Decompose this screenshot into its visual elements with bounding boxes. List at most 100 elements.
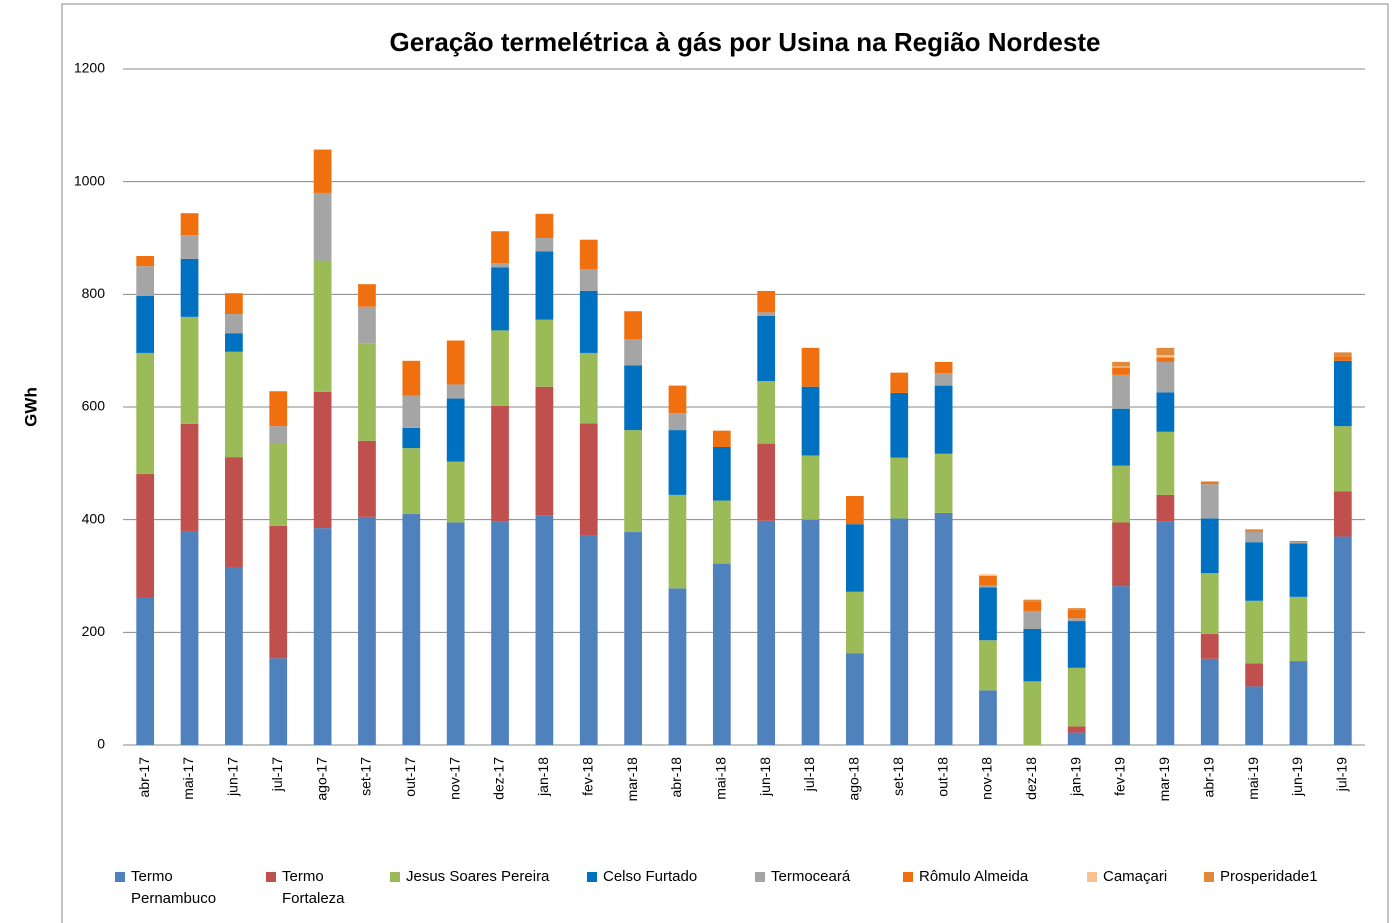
- bar-segment: [1200, 518, 1219, 574]
- bar-segment: [1112, 408, 1130, 466]
- x-tick-label: abr-18: [668, 757, 684, 798]
- x-tick-label: jul-18: [801, 757, 817, 792]
- bar-segment: [1333, 356, 1352, 361]
- y-tick-label: 0: [97, 736, 105, 752]
- bar-segment: [358, 306, 376, 344]
- bar-segment: [1156, 357, 1175, 362]
- x-tick-label: mai-19: [1245, 757, 1261, 800]
- legend-swatch: [755, 872, 765, 882]
- legend-item: Prosperidade1: [1204, 866, 1364, 888]
- bar-segment: [624, 430, 642, 533]
- bar-segment: [1023, 599, 1042, 602]
- chart-title: Geração termelétrica à gás por Usina na …: [390, 27, 1101, 57]
- legend-swatch: [587, 872, 597, 882]
- bar-segment: [979, 574, 997, 576]
- x-tick-label: set-17: [358, 757, 374, 796]
- x-tick-label: ago-18: [846, 757, 862, 801]
- bar-segment: [535, 386, 554, 516]
- bar-segment: [269, 443, 288, 526]
- bar-segment: [579, 535, 598, 745]
- bar-segment: [1200, 484, 1219, 519]
- legend-item: Termoceará: [755, 866, 895, 888]
- bar-segment: [1245, 531, 1263, 543]
- bar-segment: [757, 312, 776, 316]
- bar-segment: [934, 453, 953, 513]
- bar-segment: [934, 385, 953, 454]
- bar-segment: [934, 361, 953, 374]
- bar-segment: [934, 512, 953, 745]
- x-tick-label: mai-18: [713, 757, 729, 800]
- x-tick-label: set-18: [890, 757, 906, 796]
- bar-segment: [668, 588, 687, 745]
- bar-segment: [180, 235, 199, 259]
- bar-segment: [846, 653, 864, 745]
- bar-segment: [180, 530, 199, 745]
- bar-segment: [446, 340, 465, 385]
- bar-segment: [579, 290, 598, 353]
- bar-segment: [668, 494, 687, 589]
- bar-segment: [313, 260, 332, 392]
- bar-segment: [1289, 596, 1308, 662]
- bar-segment: [1200, 634, 1219, 659]
- bar-segment: [136, 266, 155, 297]
- y-tick-label: 400: [82, 510, 106, 526]
- bar-segment: [269, 525, 288, 659]
- bar-segment: [579, 352, 598, 424]
- bar-segment: [269, 658, 288, 745]
- bar-segment: [136, 352, 155, 475]
- bar-segment: [801, 455, 820, 520]
- bar-segment: [1333, 536, 1352, 745]
- bar-segment: [1156, 494, 1175, 522]
- bar-segment: [491, 267, 509, 331]
- bar-segment: [269, 426, 288, 444]
- x-tick-label: mar-18: [624, 757, 640, 802]
- bar-segment: [1245, 530, 1263, 532]
- x-tick-label: nov-17: [446, 757, 462, 800]
- bar-segment: [535, 238, 554, 252]
- bar-segment: [491, 231, 509, 264]
- x-tick-label: nov-18: [979, 757, 995, 800]
- bar-segment: [491, 330, 509, 406]
- x-tick-label: jan-18: [535, 757, 551, 797]
- bar-segment: [180, 258, 199, 317]
- bar-segment: [180, 423, 199, 531]
- x-tick-label: out-18: [934, 757, 950, 797]
- bar-segment: [890, 457, 909, 519]
- bar-segment: [313, 528, 332, 745]
- bar-segment: [136, 296, 155, 353]
- bar-segment: [890, 392, 909, 458]
- bar-segment: [668, 413, 687, 431]
- legend-swatch: [266, 872, 276, 882]
- bar-segment: [846, 496, 864, 525]
- x-tick-label: jun-19: [1289, 757, 1305, 797]
- bar-segment: [446, 461, 465, 523]
- x-tick-label: jun-18: [757, 757, 773, 797]
- bar-segment: [1112, 465, 1130, 523]
- legend-label: Prosperidade1: [1220, 868, 1318, 885]
- x-tick-label: mar-19: [1156, 757, 1172, 802]
- legend-item: Rômulo Almeida: [903, 866, 1083, 888]
- bar-segment: [225, 314, 243, 334]
- bar-segment: [358, 343, 376, 441]
- bar-segment: [801, 519, 820, 745]
- bar-segment: [1156, 521, 1175, 745]
- bar-segment: [535, 251, 554, 320]
- bar-segment: [136, 474, 155, 598]
- bar-segment: [1245, 663, 1263, 687]
- bar-segment: [579, 239, 598, 269]
- legend-label: Camaçari: [1103, 868, 1168, 885]
- y-tick-label: 1000: [74, 172, 105, 188]
- y-tick-label: 800: [82, 285, 106, 301]
- bar-segment: [1067, 618, 1086, 622]
- bar-segment: [934, 373, 953, 386]
- x-tick-label: fev-18: [579, 757, 595, 796]
- bar-segment: [624, 311, 642, 340]
- bar-segment: [712, 446, 731, 501]
- bar-segment: [1023, 628, 1042, 682]
- bar-segment: [979, 640, 997, 691]
- x-tick-label: jun-17: [225, 757, 241, 797]
- bar-segment: [1289, 661, 1308, 745]
- bar-segment: [1289, 541, 1308, 543]
